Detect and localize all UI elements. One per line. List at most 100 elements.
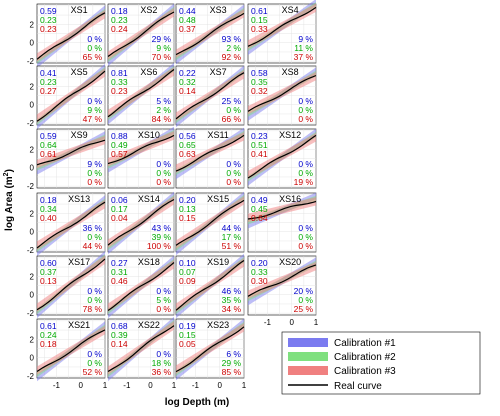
pct-label: 9 % — [87, 159, 102, 169]
coef-label: 0.22 — [179, 68, 196, 78]
coef-label: 0.49 — [111, 140, 128, 150]
coef-label: 0.58 — [251, 68, 268, 78]
band-cal3 — [37, 9, 105, 62]
pct-label: 0 % — [298, 295, 313, 305]
coef-label: 0.33 — [251, 24, 268, 34]
panel-title: XS7 — [210, 67, 227, 77]
pct-label: 0 % — [87, 34, 102, 44]
real-curve — [107, 325, 175, 373]
coef-label: 0.09 — [179, 276, 196, 286]
pct-label: 52 % — [83, 367, 103, 377]
coef-label: 0.17 — [111, 204, 128, 214]
band-cal3 — [108, 196, 174, 248]
pct-label: 0 % — [298, 168, 313, 178]
coef-label: 0.32 — [179, 77, 196, 87]
real-curve — [107, 134, 175, 165]
y-tick-label: 2 — [30, 272, 35, 281]
panel-xs6: XS6 0.810.330.23 5 %2 %84 % — [107, 62, 175, 126]
y-tick-label: 0 — [30, 228, 35, 237]
coef-label: 0.59 — [40, 6, 57, 16]
real-curve — [36, 329, 106, 372]
y-tick-label: 2 — [30, 20, 35, 29]
coef-label: 0.23 — [251, 131, 268, 141]
legend-swatch-cal2 — [288, 352, 328, 361]
pct-label: 92 % — [222, 52, 242, 62]
pct-label: 36 % — [83, 223, 103, 233]
panel-title: XS1 — [71, 5, 88, 15]
pct-label: 0 % — [87, 43, 102, 53]
pct-label: 0 % — [87, 358, 102, 368]
coef-label: 0.23 — [111, 15, 128, 25]
panel-xs14: XS14 0.060.170.04 43 %39 %100 % — [107, 191, 175, 255]
real-curve — [107, 11, 175, 57]
pct-label: 17 % — [222, 232, 242, 242]
legend-label-cal2: Calibration #2 — [334, 352, 396, 363]
panel-title: XS21 — [68, 320, 90, 330]
panels-layer: XS10.590.230.230 %0 %65 %20-2XS20.180.23… — [27, 0, 319, 390]
pct-label: 5 % — [156, 96, 171, 106]
pct-label: 37 % — [294, 52, 314, 62]
pct-label: 25 % — [294, 304, 314, 314]
pct-label: 78 % — [83, 304, 103, 314]
real-curve — [36, 139, 106, 166]
pct-label: 0 % — [156, 349, 171, 359]
y-tick-label: 2 — [30, 209, 35, 218]
real-curve — [175, 260, 245, 311]
y-tick-label: -2 — [27, 372, 35, 381]
panel-title: XS8 — [282, 67, 299, 77]
pct-label: 20 % — [294, 286, 314, 296]
coef-label: 0.61 — [251, 6, 268, 16]
pct-label: 0 % — [156, 304, 171, 314]
pct-label: 29 % — [222, 358, 242, 368]
x-tick-label: -1 — [192, 381, 200, 390]
coef-label: 0.60 — [40, 258, 57, 268]
real-curve — [247, 6, 317, 47]
real-curve — [247, 74, 317, 112]
coef-label: 0.23 — [40, 24, 57, 34]
y-axis-label-sup: 2 — [3, 172, 10, 176]
real-curve — [247, 134, 317, 179]
real-curve — [107, 262, 175, 311]
legend-label-cal1: Calibration #1 — [334, 338, 396, 349]
panel-xs1: XS10.590.230.230 %0 %65 %20-2 — [27, 3, 106, 69]
coef-label: 0.81 — [111, 68, 128, 78]
pct-label: 44 % — [83, 241, 103, 251]
coef-label: 0.30 — [251, 276, 268, 286]
legend-item-real: Real curve — [288, 381, 382, 392]
coef-label: 0.06 — [111, 195, 128, 205]
pct-label: 39 % — [152, 232, 172, 242]
panel-xs2: XS2 0.180.230.24 29 %9 %70 % — [107, 3, 175, 67]
panel-title: XS13 — [68, 194, 90, 204]
pct-label: 0 % — [226, 105, 241, 115]
pct-label: 5 % — [156, 295, 171, 305]
y-tick-label: -2 — [27, 57, 35, 66]
real-curve — [175, 199, 245, 246]
x-axis-label-text: log Depth (m) — [165, 397, 229, 408]
legend-item-cal2: Calibration #2 — [288, 352, 396, 363]
real-curve — [247, 200, 317, 220]
legend: Calibration #1 Calibration #2 Calibratio… — [281, 331, 481, 395]
coef-label: 0.18 — [111, 6, 128, 16]
real-curve — [247, 264, 317, 297]
coef-label: 0.34 — [40, 204, 57, 214]
coef-label: 0.65 — [179, 140, 196, 150]
y-tick-label: -2 — [27, 182, 35, 191]
panel-xs23: XS23 0.190.150.05 6 %29 %85 % -1 0 1 — [175, 318, 247, 390]
legend-label-real: Real curve — [334, 381, 382, 392]
x-tick-label: 1 — [242, 381, 247, 390]
band-cal3 — [176, 70, 244, 121]
pct-label: 51 % — [222, 241, 242, 251]
pct-label: 0 % — [156, 159, 171, 169]
pct-label: 0 % — [156, 168, 171, 178]
pct-label: 0 % — [226, 168, 241, 178]
legend-label-cal3: Calibration #3 — [334, 366, 396, 377]
panel-title: XS20 — [279, 257, 301, 267]
pct-label: 0 % — [226, 159, 241, 169]
pct-label: 36 % — [152, 367, 172, 377]
coef-label: 0.37 — [179, 24, 196, 34]
